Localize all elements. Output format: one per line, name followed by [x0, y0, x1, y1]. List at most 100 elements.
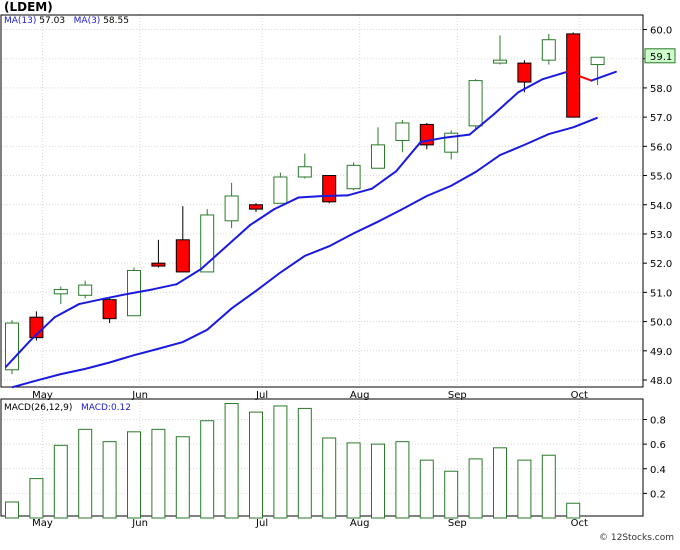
macd-bar: [249, 411, 263, 519]
price-x-label: Oct: [571, 390, 588, 401]
macd-x-label: Jul: [255, 518, 268, 529]
candle: [468, 79, 483, 129]
macd-bar: [175, 436, 190, 519]
candle-body: [273, 176, 288, 204]
candle: [224, 182, 239, 229]
candle: [273, 172, 288, 204]
price-tick-label: 49.0: [650, 347, 672, 358]
candle-body: [541, 39, 556, 61]
candle-body: [297, 166, 312, 178]
price-tick-label: 50.0: [650, 318, 672, 329]
candle-body: [175, 239, 190, 273]
candle: [151, 239, 166, 268]
price-grid: [1, 15, 643, 387]
candle: [493, 35, 507, 65]
ma3-segment: [175, 268, 203, 286]
price-tick-label: 53.0: [650, 230, 672, 241]
ma13-line: [11, 116, 598, 389]
ma13-value: 57.03: [39, 16, 66, 26]
candle-body: [346, 164, 361, 190]
candle-body: [249, 204, 263, 210]
ma3-segment: [590, 70, 617, 82]
price-tick-label: 54.0: [650, 201, 672, 212]
macd-tick-label: 0.2: [650, 489, 666, 500]
ma3-segment: [200, 246, 227, 271]
ma3-segment: [419, 136, 447, 143]
candle: [175, 206, 190, 273]
macd-bar: [346, 442, 361, 519]
macd-bar: [297, 407, 312, 519]
candle: [78, 280, 93, 299]
chart-title: (LDEM): [4, 0, 53, 14]
candle: [322, 175, 337, 204]
macd-tick-label: 0.4: [650, 465, 666, 476]
macd-legend: MACD(26,12,9) MACD:0.12: [4, 403, 131, 413]
candle: [395, 120, 410, 153]
ma3-segment: [102, 292, 129, 300]
ma-legend: MA(13) 57.03 MA(3) 58.55: [4, 16, 129, 26]
macd-x-label: Aug: [350, 518, 370, 529]
macd-series: [5, 402, 581, 519]
candle-body: [517, 62, 532, 83]
ma3-segment: [273, 196, 300, 211]
price-x-label: Jun: [131, 390, 148, 401]
ma3-segment: [78, 297, 105, 306]
ma3-label: MA(3): [73, 16, 101, 26]
ma3-segment: [370, 170, 398, 190]
ma3-segment: [126, 288, 154, 295]
macd-bar: [419, 459, 434, 519]
price-panel-frame: [0, 14, 644, 388]
candle: [371, 127, 385, 169]
ma3-segment: [541, 70, 569, 81]
price-x-label: Jul: [255, 390, 268, 401]
macd-panel-frame: [0, 398, 644, 517]
candle-body: [224, 195, 239, 222]
candle-body: [468, 80, 483, 127]
ma3-segment: [346, 187, 373, 197]
candle: [541, 33, 556, 65]
macd-tick-label: 0.6: [650, 440, 666, 451]
macd-bar: [102, 441, 117, 519]
candle-body: [371, 144, 385, 169]
candle-body: [590, 56, 605, 66]
macd-bar: [29, 478, 44, 519]
candle-body: [322, 175, 337, 203]
ma13-label: MA(13): [4, 16, 37, 26]
last-price-label: 59.1: [650, 52, 672, 63]
price-tick-label: 57.0: [650, 113, 672, 124]
macd-bar: [127, 431, 141, 519]
macd-x-label: Jun: [131, 518, 148, 529]
macd-x-label: May: [32, 518, 53, 529]
macd-bar: [566, 502, 581, 519]
price-tick-label: 48.0: [650, 376, 672, 387]
macd-bar: [322, 437, 337, 519]
ma3-segment: [297, 194, 325, 199]
price-tick-label: 58.0: [650, 84, 672, 95]
price-tick-label: 55.0: [650, 172, 672, 183]
candle: [53, 286, 68, 305]
macd-bar: [395, 441, 410, 519]
macd-x-label: Sep: [448, 518, 467, 529]
macd-bar: [5, 501, 19, 519]
candle: [249, 203, 263, 213]
ma3-segment: [224, 224, 251, 249]
macd-grid: [1, 399, 643, 516]
macd-bar: [541, 454, 556, 519]
ma3-segment: [151, 283, 178, 291]
macd-name: MACD:: [80, 403, 111, 413]
ma3-segment: [248, 208, 276, 227]
macd-x-label: Oct: [571, 518, 588, 529]
candle-body: [53, 288, 68, 295]
candle: [297, 153, 312, 179]
last-price-tag: [644, 48, 676, 64]
ma3-segment: [4, 339, 32, 368]
ma3-segment: [322, 194, 349, 197]
macd-bar: [371, 443, 385, 519]
ma3-segment: [444, 133, 471, 139]
candle: [102, 298, 117, 324]
price-tick-label: 60.0: [650, 26, 672, 37]
candle: [517, 60, 532, 93]
candle: [566, 32, 581, 118]
ma3-segment: [517, 78, 544, 94]
